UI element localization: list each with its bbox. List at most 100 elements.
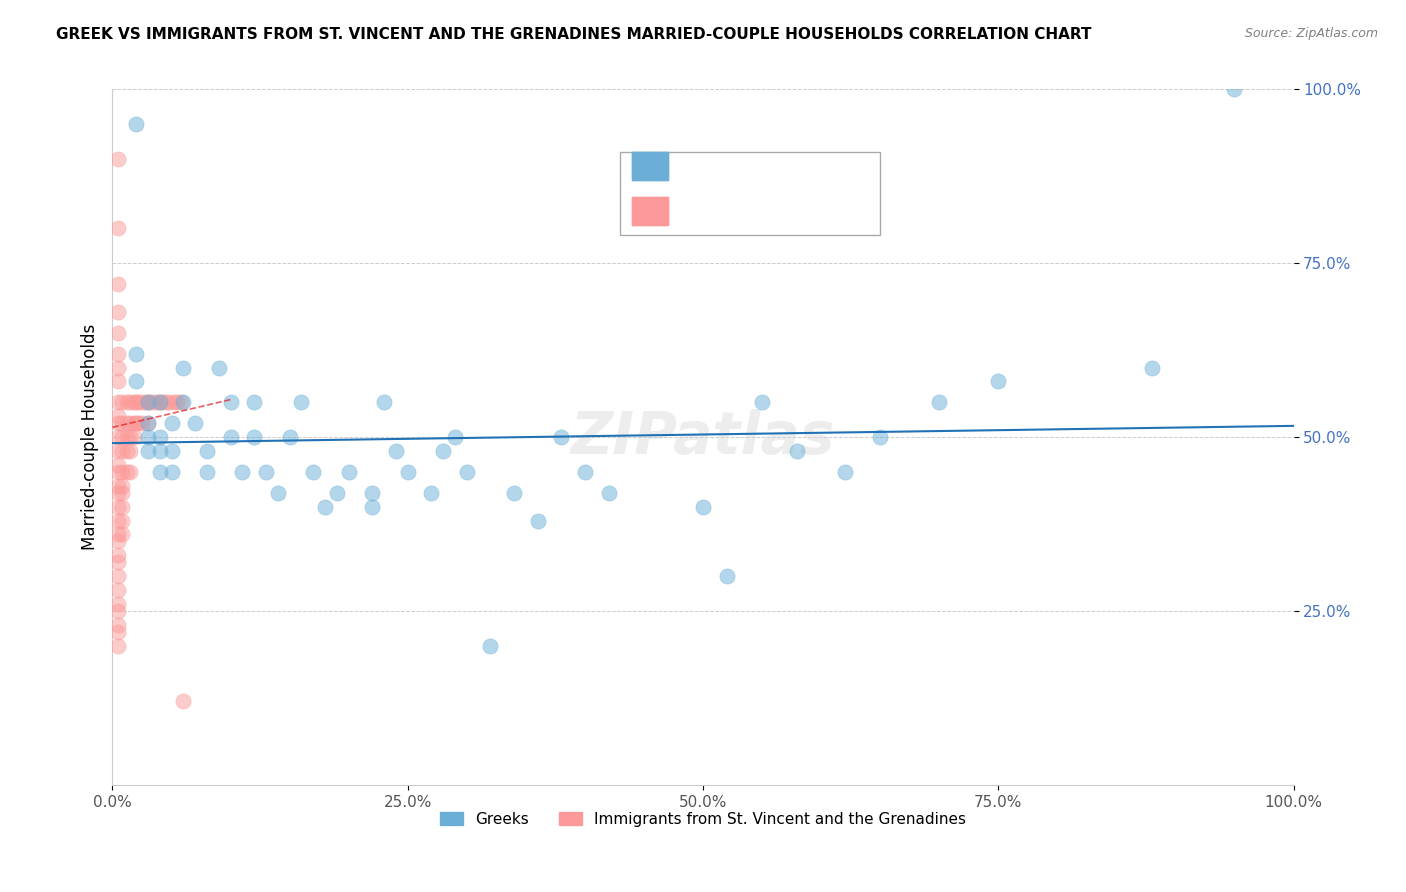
Point: [107, 527, 129, 541]
Point: [219, 430, 242, 444]
Point: [157, 395, 180, 409]
Point: [160, 416, 183, 430]
Y-axis label: Married-couple Households: Married-couple Households: [80, 324, 98, 550]
Point: [150, 395, 173, 409]
Point: [526, 514, 548, 528]
Point: [337, 465, 360, 479]
Point: [120, 444, 142, 458]
Point: [136, 395, 159, 409]
Point: [172, 360, 194, 375]
Point: [111, 395, 134, 409]
Point: [136, 416, 159, 430]
Point: [115, 395, 138, 409]
Point: [107, 639, 129, 653]
Legend: Greeks, Immigrants from St. Vincent and the Grenadines: Greeks, Immigrants from St. Vincent and …: [433, 805, 973, 833]
Point: [184, 416, 207, 430]
Point: [1140, 360, 1163, 375]
Point: [290, 395, 312, 409]
Point: [107, 500, 129, 514]
Point: [267, 485, 290, 500]
FancyBboxPatch shape: [620, 152, 880, 235]
Point: [122, 395, 145, 409]
Point: [107, 514, 129, 528]
Point: [420, 485, 443, 500]
Point: [107, 569, 129, 583]
Point: [135, 395, 157, 409]
Point: [107, 430, 129, 444]
FancyBboxPatch shape: [633, 152, 668, 179]
Point: [692, 500, 714, 514]
Point: [111, 416, 134, 430]
Point: [107, 152, 129, 166]
Point: [107, 305, 129, 319]
Point: [155, 395, 177, 409]
Point: [302, 465, 325, 479]
Point: [115, 465, 138, 479]
Point: [111, 527, 134, 541]
Point: [149, 430, 172, 444]
Point: [107, 485, 129, 500]
Point: [396, 465, 419, 479]
Point: [373, 395, 395, 409]
Point: [716, 569, 738, 583]
Point: [107, 458, 129, 472]
Point: [111, 465, 134, 479]
Point: [107, 221, 129, 235]
Point: [125, 416, 148, 430]
Point: [107, 549, 129, 563]
Point: [107, 604, 129, 618]
Point: [314, 500, 336, 514]
Point: [120, 416, 142, 430]
Point: [111, 485, 134, 500]
Point: [107, 346, 129, 360]
Point: [131, 416, 153, 430]
Point: [146, 395, 169, 409]
Point: [550, 430, 572, 444]
Text: R = 0.124: R = 0.124: [679, 157, 770, 175]
Point: [107, 375, 129, 389]
Point: [125, 346, 148, 360]
Point: [107, 597, 129, 611]
Point: [786, 444, 808, 458]
Point: [444, 430, 467, 444]
Point: [166, 395, 188, 409]
Point: [107, 416, 129, 430]
Point: [125, 117, 148, 131]
Point: [127, 395, 149, 409]
Text: Source: ZipAtlas.com: Source: ZipAtlas.com: [1244, 27, 1378, 40]
Point: [125, 395, 148, 409]
Point: [136, 444, 159, 458]
Point: [243, 430, 266, 444]
FancyBboxPatch shape: [633, 197, 668, 225]
Point: [503, 485, 526, 500]
Point: [172, 395, 194, 409]
Point: [139, 395, 162, 409]
Point: [456, 465, 478, 479]
Point: [869, 430, 891, 444]
Point: [127, 416, 149, 430]
Point: [834, 465, 856, 479]
Point: [107, 583, 129, 598]
Point: [326, 485, 349, 500]
Point: [432, 444, 454, 458]
Point: [120, 395, 142, 409]
Point: [120, 465, 142, 479]
Point: [125, 375, 148, 389]
Point: [107, 555, 129, 569]
Text: N = 58: N = 58: [786, 157, 848, 175]
Point: [107, 618, 129, 632]
Point: [195, 465, 218, 479]
Point: [111, 430, 134, 444]
Point: [107, 479, 129, 493]
Point: [111, 500, 134, 514]
Point: [160, 465, 183, 479]
Point: [361, 500, 384, 514]
Point: [115, 416, 138, 430]
Point: [111, 514, 134, 528]
Point: [278, 430, 301, 444]
Point: [385, 444, 408, 458]
Point: [111, 479, 134, 493]
Point: [149, 395, 172, 409]
Point: [598, 485, 620, 500]
Point: [120, 430, 142, 444]
